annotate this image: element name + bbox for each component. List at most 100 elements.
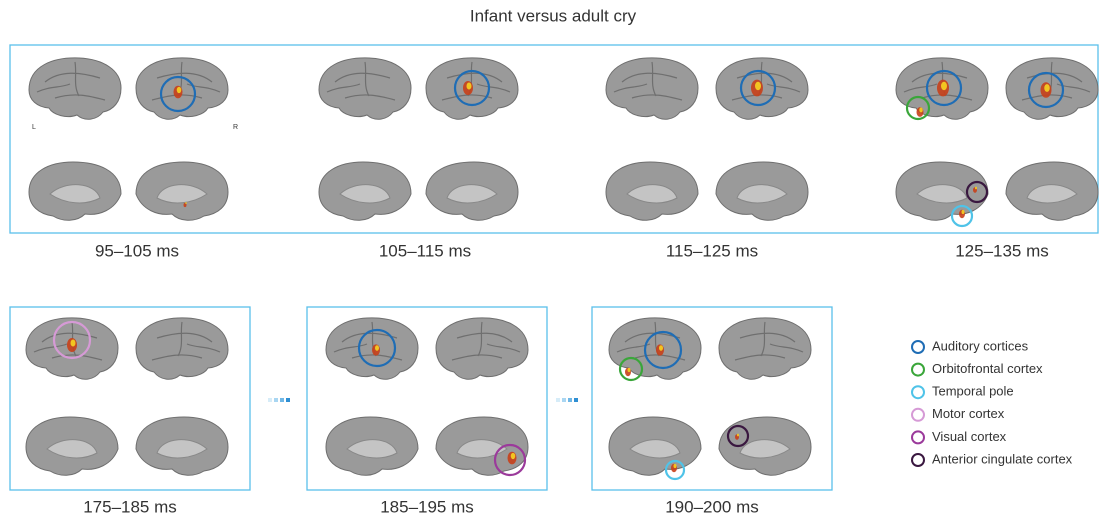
sulcus — [616, 343, 651, 353]
sulcus — [451, 354, 503, 361]
time-label: 95–105 ms — [95, 241, 179, 260]
activation — [375, 345, 379, 351]
sulcus — [33, 343, 68, 353]
hemisphere-label: L — [32, 124, 36, 131]
region-circle — [905, 95, 931, 121]
sulcus — [651, 61, 657, 97]
legend-label: Anterior cingulate cortex — [932, 451, 1073, 466]
legend-label: Visual cortex — [932, 429, 1007, 444]
region-circle — [965, 180, 989, 204]
panel-box — [9, 306, 251, 491]
legend-swatch — [911, 385, 925, 400]
lateral-brain — [325, 317, 419, 380]
medial-brain — [605, 161, 699, 221]
lateral-brain — [605, 57, 699, 120]
activation — [975, 186, 977, 190]
time-label: 115–125 ms — [666, 241, 758, 260]
activation — [627, 367, 631, 373]
medial-brain — [435, 416, 529, 476]
sulcus — [151, 354, 203, 361]
sulcus — [326, 83, 361, 93]
time-label: 185–195 ms — [380, 497, 474, 516]
medial-brain — [608, 416, 702, 476]
activation — [1044, 84, 1050, 92]
sulcus — [177, 321, 183, 357]
medial-surface — [736, 184, 788, 204]
sulcus — [631, 94, 683, 101]
time-label: 125–135 ms — [955, 241, 1049, 260]
brain-outline — [318, 57, 412, 120]
sulcus — [477, 321, 483, 357]
time-label: 175–185 ms — [83, 497, 177, 516]
lateral-brain — [718, 317, 812, 380]
sulcus — [1056, 83, 1091, 93]
region-circle — [726, 424, 750, 448]
activation — [919, 107, 923, 113]
region-circle — [664, 459, 686, 481]
legend-swatch — [911, 453, 925, 467]
brain-outline — [1005, 57, 1099, 120]
lateral-brain — [608, 317, 702, 380]
medial-surface — [626, 184, 678, 204]
sulcus — [156, 332, 213, 343]
sulcus — [156, 72, 213, 83]
medial-surface — [156, 439, 208, 459]
medial-surface — [339, 184, 391, 204]
panel-box — [306, 306, 548, 491]
sulcus — [333, 343, 368, 353]
sulcus — [54, 94, 106, 101]
medial-brain — [318, 161, 412, 221]
lateral-brain — [28, 57, 122, 120]
sulcus — [186, 343, 221, 353]
sulcus — [486, 343, 521, 353]
activation — [659, 345, 663, 351]
panel-box — [9, 44, 1099, 234]
activation — [961, 209, 965, 215]
medial-brain — [28, 161, 122, 221]
lateral-brain — [1005, 57, 1099, 120]
sulcus — [476, 83, 511, 93]
hemisphere-label: R — [233, 124, 238, 131]
brain-outline — [325, 317, 419, 380]
medial-brain — [425, 161, 519, 221]
legend-swatch — [911, 407, 925, 422]
sulcus — [41, 332, 98, 343]
region-circle — [159, 75, 197, 113]
medial-surface — [916, 184, 968, 204]
brain-outline — [135, 57, 229, 120]
medial-brain — [715, 161, 809, 221]
sulcus — [186, 83, 221, 93]
region-circle — [739, 69, 777, 107]
legend-swatch — [911, 430, 925, 445]
sulcus — [613, 83, 648, 93]
sulcus — [351, 354, 403, 361]
medial-surface — [456, 439, 508, 459]
sulcus — [456, 332, 513, 343]
time-label: 190–200 ms — [665, 497, 759, 516]
sulcus — [344, 94, 396, 101]
sulcus — [766, 83, 801, 93]
medial-surface — [739, 439, 791, 459]
sulcus — [760, 321, 766, 357]
medial-surface — [446, 184, 498, 204]
activation — [176, 86, 182, 94]
legend-label: Auditory cortices — [932, 338, 1029, 353]
time-label: 105–115 ms — [379, 241, 471, 260]
medial-surface — [46, 439, 98, 459]
region-circle — [950, 204, 974, 228]
activation — [70, 339, 76, 347]
medial-surface — [156, 184, 208, 204]
sulcus — [1026, 72, 1083, 83]
region-circle — [52, 320, 92, 360]
sulcus — [769, 343, 804, 353]
medial-brain — [718, 416, 812, 476]
sulcus — [36, 83, 71, 93]
medial-brain — [25, 416, 119, 476]
legend-label: Temporal pole — [932, 384, 1014, 399]
medial-brain — [325, 416, 419, 476]
medial-brain — [1005, 161, 1099, 221]
medial-surface — [629, 439, 681, 459]
brain-outline — [135, 317, 229, 380]
medial-brain — [135, 161, 229, 221]
